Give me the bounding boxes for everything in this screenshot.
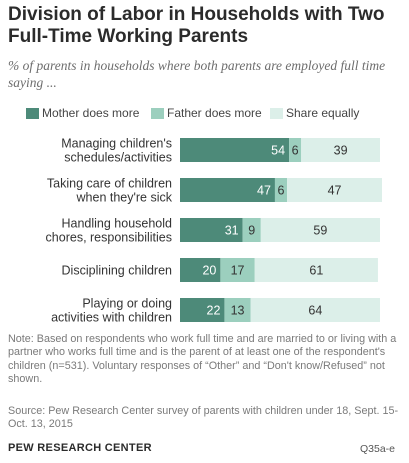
- bar-segment: [301, 138, 380, 162]
- category-label: Disciplining children: [62, 264, 173, 278]
- bar-chart: Managing children's schedules/activities 5…: [46, 137, 382, 325]
- bar-value-label: 17: [231, 264, 245, 278]
- legend-swatch-equal: [270, 107, 283, 119]
- legend-label-equal: Share equally: [286, 106, 360, 120]
- bar-segment: [274, 178, 288, 202]
- chart-note: Note: Based on respondents who work full…: [8, 333, 397, 386]
- bar-value-label: 6: [292, 144, 299, 158]
- bar-value-label: 20: [202, 264, 216, 278]
- legend-label-mother: Mother does more: [42, 106, 140, 120]
- chart-legend: Mother does more Father does more Share …: [8, 106, 403, 124]
- bar-segment: [180, 218, 243, 242]
- legend-swatch-father: [151, 107, 164, 119]
- bar-value-label: 59: [313, 224, 327, 238]
- bar-value-label: 47: [328, 184, 342, 198]
- bar-segment: [224, 298, 251, 322]
- bar-segment: [254, 258, 378, 282]
- bar-value-label: 31: [225, 224, 239, 238]
- legend-label-father: Father does more: [167, 106, 262, 120]
- legend-item-father: Father does more: [151, 106, 262, 120]
- bar-segment: [180, 298, 225, 322]
- bar-segment: [180, 178, 275, 202]
- bar-segment: [180, 138, 290, 162]
- bar-segment: [289, 138, 302, 162]
- bar-segment: [287, 178, 382, 202]
- bar-value-label: 13: [231, 304, 245, 318]
- bar-value-label: 6: [278, 184, 285, 198]
- bar-segment: [260, 218, 380, 242]
- chart-title: Division of Labor in Households with Two…: [8, 4, 385, 47]
- chart-subtitle: % of parents in households where both pa…: [8, 58, 386, 90]
- legend-swatch-mother: [26, 107, 39, 119]
- question-code: Q35a-e: [359, 443, 395, 455]
- bar-value-label: 39: [334, 144, 348, 158]
- bar-segment: [180, 258, 221, 282]
- category-label: Handling household chores, responsibiliti…: [46, 217, 172, 245]
- legend-item-equal: Share equally: [270, 106, 359, 120]
- bar-value-label: 61: [309, 264, 323, 278]
- bar-value-label: 54: [271, 144, 285, 158]
- bar-value-label: 47: [257, 184, 271, 198]
- category-label: Playing or doing activities with children: [51, 297, 172, 325]
- bar-segment: [220, 258, 255, 282]
- brand-label: PEW RESEARCH CENTER: [8, 442, 152, 454]
- legend-item-mother: Mother does more: [26, 106, 139, 120]
- bar-value-label: 22: [207, 304, 221, 318]
- category-label: Taking care of children when they're sick: [47, 177, 173, 205]
- bar-value-label: 9: [248, 224, 255, 238]
- chart-source: Source: Pew Research Center survey of pa…: [8, 405, 399, 431]
- bar-segment: [250, 298, 380, 322]
- bar-segment: [242, 218, 261, 242]
- category-label: Managing children's schedules/activities: [61, 137, 172, 165]
- bar-value-label: 64: [308, 304, 322, 318]
